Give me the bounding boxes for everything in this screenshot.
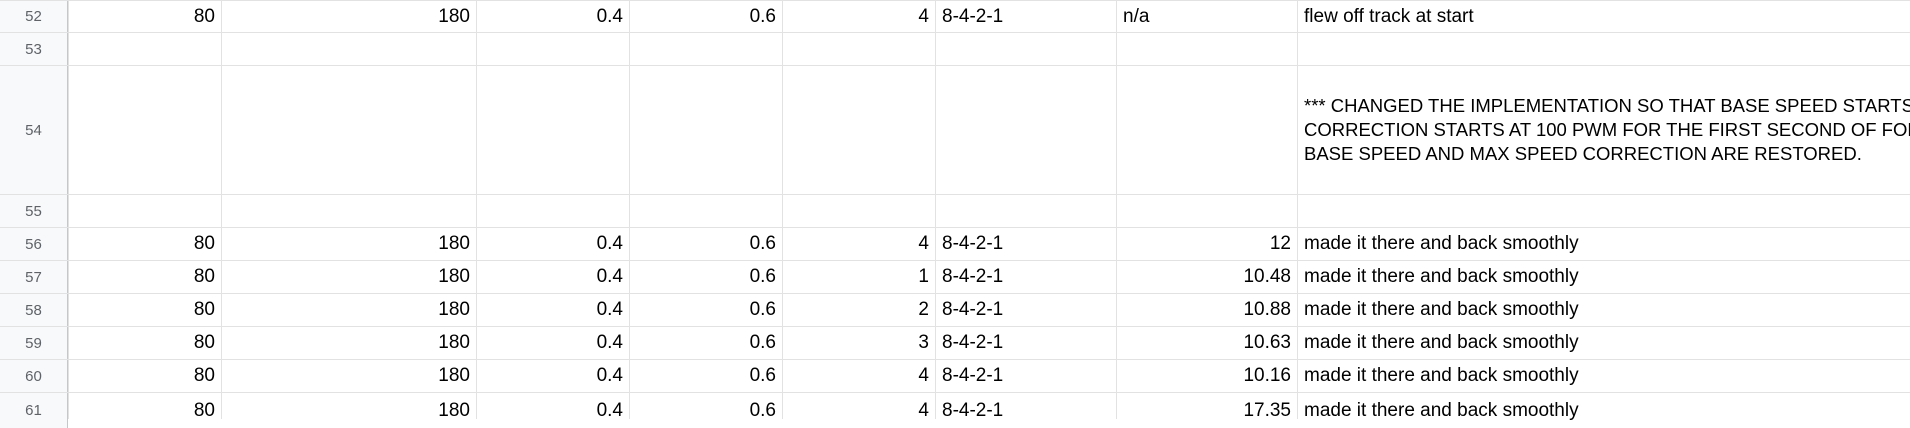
cell[interactable] [477,33,629,65]
cell[interactable]: 8-4-2-1 [936,294,1116,326]
cell[interactable] [936,195,1116,227]
cell[interactable]: flew off track at start [1298,1,1910,32]
cell[interactable]: 80 [69,228,221,260]
cell[interactable] [222,33,476,65]
cell[interactable]: 17.35 [1117,393,1297,428]
cell[interactable] [477,66,629,194]
cell[interactable]: 10.48 [1117,261,1297,293]
cell[interactable]: 0.4 [477,261,629,293]
row-header[interactable]: 55 [0,195,68,227]
cell[interactable]: 180 [222,327,476,359]
cell[interactable]: 8-4-2-1 [936,261,1116,293]
cell[interactable]: 8-4-2-1 [936,327,1116,359]
cell[interactable]: 4 [783,393,935,428]
cell[interactable]: 0.6 [630,360,782,392]
cell[interactable]: 0.4 [477,327,629,359]
cell[interactable]: 12 [1117,228,1297,260]
cell[interactable] [222,66,476,194]
cell[interactable] [630,195,782,227]
row-header[interactable]: 59 [0,327,68,359]
cell[interactable] [936,33,1116,65]
cell[interactable] [630,33,782,65]
cell[interactable]: 0.4 [477,360,629,392]
cell[interactable]: 8-4-2-1 [936,1,1116,32]
cell[interactable]: made it there and back smoothly [1298,327,1910,359]
cell[interactable]: 10.16 [1117,360,1297,392]
cell[interactable]: 80 [69,294,221,326]
cell[interactable]: 4 [783,360,935,392]
cell[interactable]: 0.6 [630,393,782,428]
cell[interactable]: 10.63 [1117,327,1297,359]
cell[interactable]: 180 [222,228,476,260]
cell[interactable]: 10.88 [1117,294,1297,326]
cell[interactable]: 80 [69,393,221,428]
cell[interactable]: 80 [69,261,221,293]
cell[interactable]: 0.4 [477,228,629,260]
cell[interactable]: 0.6 [630,294,782,326]
row-header[interactable]: 53 [0,33,68,65]
cell[interactable] [1117,33,1297,65]
row-header[interactable]: 58 [0,294,68,326]
row-header[interactable]: 60 [0,360,68,392]
cell[interactable]: 180 [222,360,476,392]
cell[interactable]: 0.6 [630,228,782,260]
cell[interactable]: 180 [222,393,476,428]
cell[interactable] [69,195,221,227]
row-header[interactable]: 56 [0,228,68,260]
cell[interactable]: 8-4-2-1 [936,228,1116,260]
row-header[interactable]: 61 [0,393,68,428]
cell[interactable]: 180 [222,1,476,32]
cell[interactable]: n/a [1117,1,1297,32]
cell[interactable]: 80 [69,360,221,392]
cell[interactable]: 4 [783,1,935,32]
cell[interactable]: made it there and back smoothly [1298,360,1910,392]
row-header[interactable]: 57 [0,261,68,293]
cell[interactable] [1298,33,1910,65]
cell[interactable] [477,195,629,227]
cell[interactable]: 0.4 [477,393,629,428]
cell[interactable] [783,195,935,227]
cell[interactable]: 0.4 [477,294,629,326]
cell[interactable]: 0.6 [630,327,782,359]
cell[interactable] [1117,66,1297,194]
cell[interactable] [69,33,221,65]
cell[interactable] [783,66,935,194]
cell[interactable]: 2 [783,294,935,326]
cell[interactable]: made it there and back smoothly [1298,261,1910,293]
cell[interactable]: 0.6 [630,1,782,32]
cell[interactable] [1117,195,1297,227]
cell[interactable] [222,195,476,227]
cell[interactable]: 0.6 [630,261,782,293]
cell[interactable]: 8-4-2-1 [936,393,1116,428]
cell[interactable] [936,66,1116,194]
cell[interactable]: 0.4 [477,1,629,32]
cell[interactable] [630,66,782,194]
row-header[interactable]: 52 [0,1,68,32]
cell[interactable]: 4 [783,228,935,260]
cell[interactable]: 1 [783,261,935,293]
cell[interactable]: 80 [69,1,221,32]
cell[interactable]: 8-4-2-1 [936,360,1116,392]
cell[interactable]: 3 [783,327,935,359]
cell[interactable] [783,33,935,65]
cell[interactable]: made it there and back smoothly [1298,393,1910,428]
cell[interactable] [69,66,221,194]
cell[interactable]: made it there and back smoothly [1298,228,1910,260]
note-cell[interactable]: *** CHANGED THE IMPLEMENTATION SO THAT B… [1298,66,1910,194]
cell[interactable]: 80 [69,327,221,359]
cell[interactable]: 180 [222,261,476,293]
cell[interactable]: made it there and back smoothly [1298,294,1910,326]
row-header[interactable]: 54 [0,66,68,194]
cell[interactable] [1298,195,1910,227]
cell[interactable]: 180 [222,294,476,326]
